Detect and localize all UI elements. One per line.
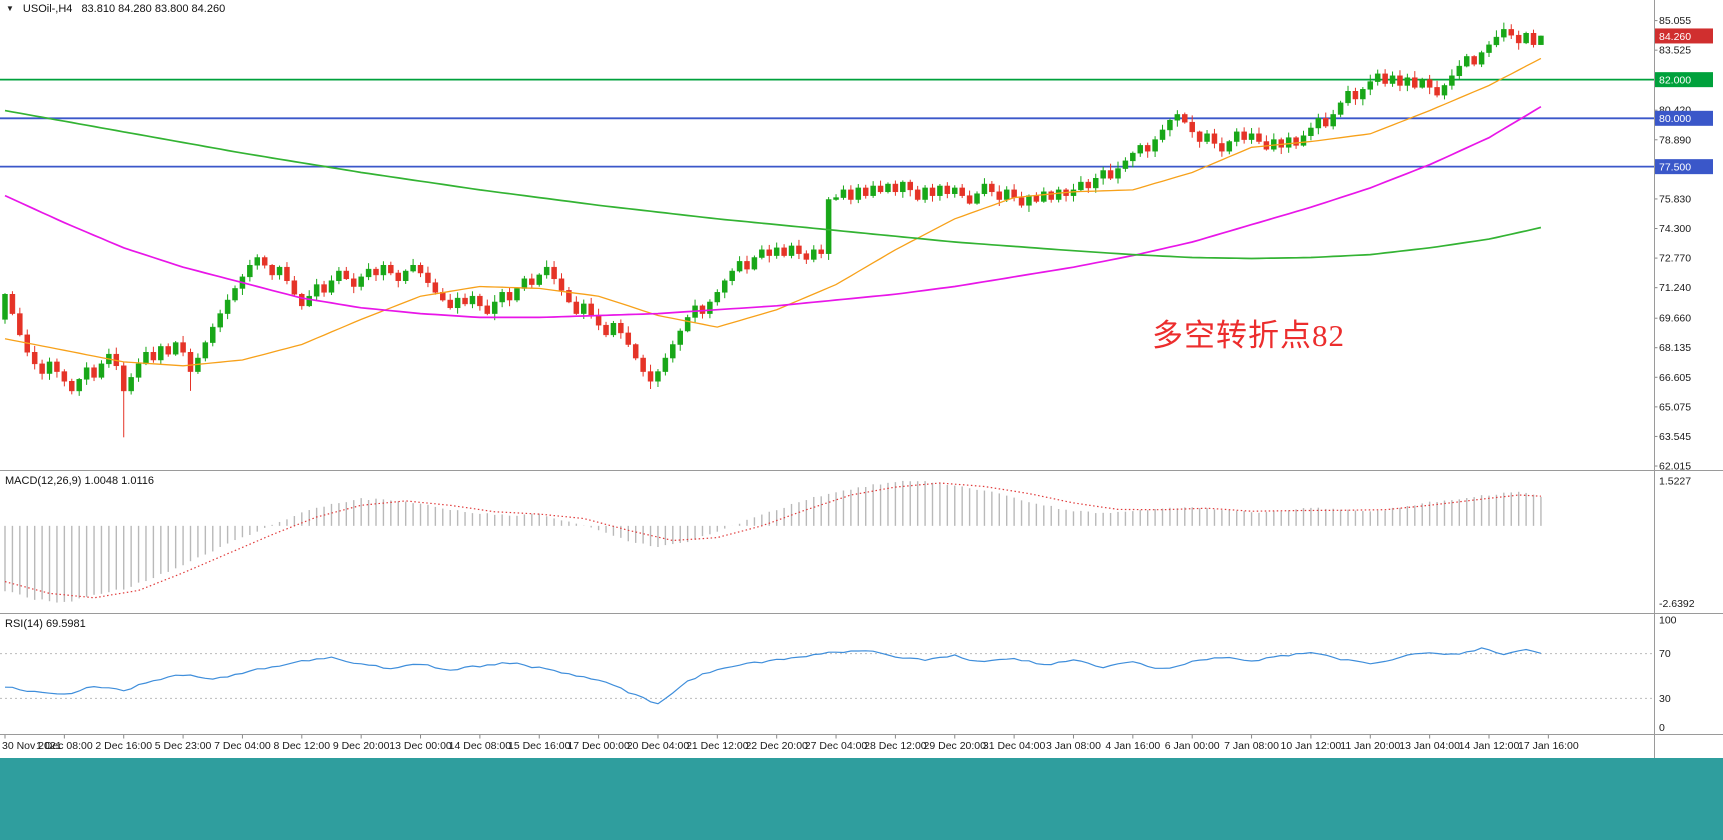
slow-ma-line	[4, 109, 1542, 260]
axis-label: 77.500	[1659, 161, 1691, 173]
axis-label: 0	[1659, 722, 1665, 734]
axis-label: 83.525	[1659, 45, 1691, 57]
axis-label: 30 Nov 2021	[2, 740, 62, 752]
price-badge-77.500	[1655, 159, 1713, 175]
bottom-bar	[0, 758, 1723, 840]
axis-label: 7 Dec 04:00	[214, 740, 271, 752]
macd-histogram	[4, 480, 1542, 603]
axis-label: 13 Dec 00:00	[389, 740, 452, 752]
axis-label: 5 Dec 23:00	[155, 740, 212, 752]
price-badge-80.000	[1655, 110, 1713, 126]
candles	[2, 22, 1544, 438]
axis-label: 69.660	[1659, 313, 1691, 325]
macd-panel: 1.5227 -2.6392	[4, 476, 1695, 610]
axis-label: 78.890	[1659, 134, 1691, 146]
macd-indicator-label: MACD(12,26,9) 1.0048 1.0116	[5, 475, 154, 487]
price-badge-82.000	[1655, 72, 1713, 88]
axis-label: 1.5227	[1659, 476, 1691, 488]
macd-signal-line	[4, 482, 1541, 599]
axis-label: 22 Dec 20:00	[745, 740, 808, 752]
chart-title: ▼ USOil-,H4 83.810 84.280 83.800 84.260	[6, 3, 225, 15]
axis-label: 2 Dec 16:00	[95, 740, 152, 752]
axis-label: 21 Dec 12:00	[686, 740, 749, 752]
axis-label: 28 Dec 12:00	[864, 740, 927, 752]
symbol-marker-icon: ▼	[6, 3, 14, 13]
axis-label: 65.075	[1659, 401, 1691, 413]
axis-label: 29 Dec 20:00	[924, 740, 987, 752]
axis-label: 11 Jan 20:00	[1340, 740, 1400, 752]
axis-label: 20 Dec 04:00	[627, 740, 690, 752]
axis-label: 14 Jan 12:00	[1459, 740, 1520, 752]
axis-label: 27 Dec 04:00	[805, 740, 868, 752]
axis-label: 71.240	[1659, 282, 1691, 294]
axis-label: 6 Jan 00:00	[1165, 740, 1220, 752]
symbol-period-label: USOil-,H4	[22, 3, 73, 15]
axis-label: 31 Dec 04:00	[983, 740, 1046, 752]
chart-annotation[interactable]: 多空转折点82	[1152, 318, 1345, 353]
axis-label: 72.770	[1659, 253, 1691, 265]
fast-ma-line	[4, 57, 1542, 367]
ohlc-values: 83.810 84.280 83.800 84.260	[81, 3, 226, 15]
rsi-indicator-label: RSI(14) 69.5981	[5, 618, 86, 630]
axis-label: 68.135	[1659, 342, 1691, 354]
chart-canvas[interactable]: 1.5227-2.63921007030085.05583.52580.4207…	[0, 0, 1723, 758]
axis-label: 100	[1659, 615, 1677, 627]
axis-label: 7 Jan 08:00	[1224, 740, 1279, 752]
axis-label: 3 Jan 08:00	[1046, 740, 1101, 752]
axis-label: 4 Jan 16:00	[1105, 740, 1160, 752]
axis-label: 13 Jan 04:00	[1399, 740, 1460, 752]
axis-label: 10 Jan 12:00	[1281, 740, 1342, 752]
axis-label: 62.015	[1659, 461, 1691, 473]
axis-label: 8 Dec 12:00	[273, 740, 330, 752]
axis-label: 82.000	[1659, 74, 1691, 86]
axis-label: 84.260	[1659, 31, 1691, 43]
axis-label: 14 Dec 08:00	[449, 740, 512, 752]
axis-label: 70	[1659, 648, 1671, 660]
axis-label: 66.605	[1659, 372, 1691, 384]
axis-label: 17 Dec 00:00	[567, 740, 630, 752]
price-axis[interactable]: 85.05583.52580.42078.89075.83074.30072.7…	[1654, 15, 1714, 473]
rsi-panel: 100 70 30 0	[0, 615, 1677, 734]
axis-label: 30	[1659, 693, 1671, 705]
axis-label: 17 Jan 16:00	[1518, 740, 1579, 752]
axis-label: 15 Dec 16:00	[508, 740, 571, 752]
price-badge-84.260	[1655, 28, 1713, 44]
axis-label: 85.055	[1659, 15, 1691, 27]
mid-ma-line	[4, 105, 1542, 319]
axis-label: 80.000	[1659, 113, 1691, 125]
axis-label: -2.6392	[1659, 598, 1695, 610]
axis-label: 63.545	[1659, 431, 1691, 443]
axis-label: 74.300	[1659, 223, 1691, 235]
rsi-line	[4, 647, 1542, 705]
axis-label: 9 Dec 20:00	[333, 740, 390, 752]
axis-label: 1 Dec 08:00	[36, 740, 93, 752]
axis-label: 75.830	[1659, 193, 1691, 205]
